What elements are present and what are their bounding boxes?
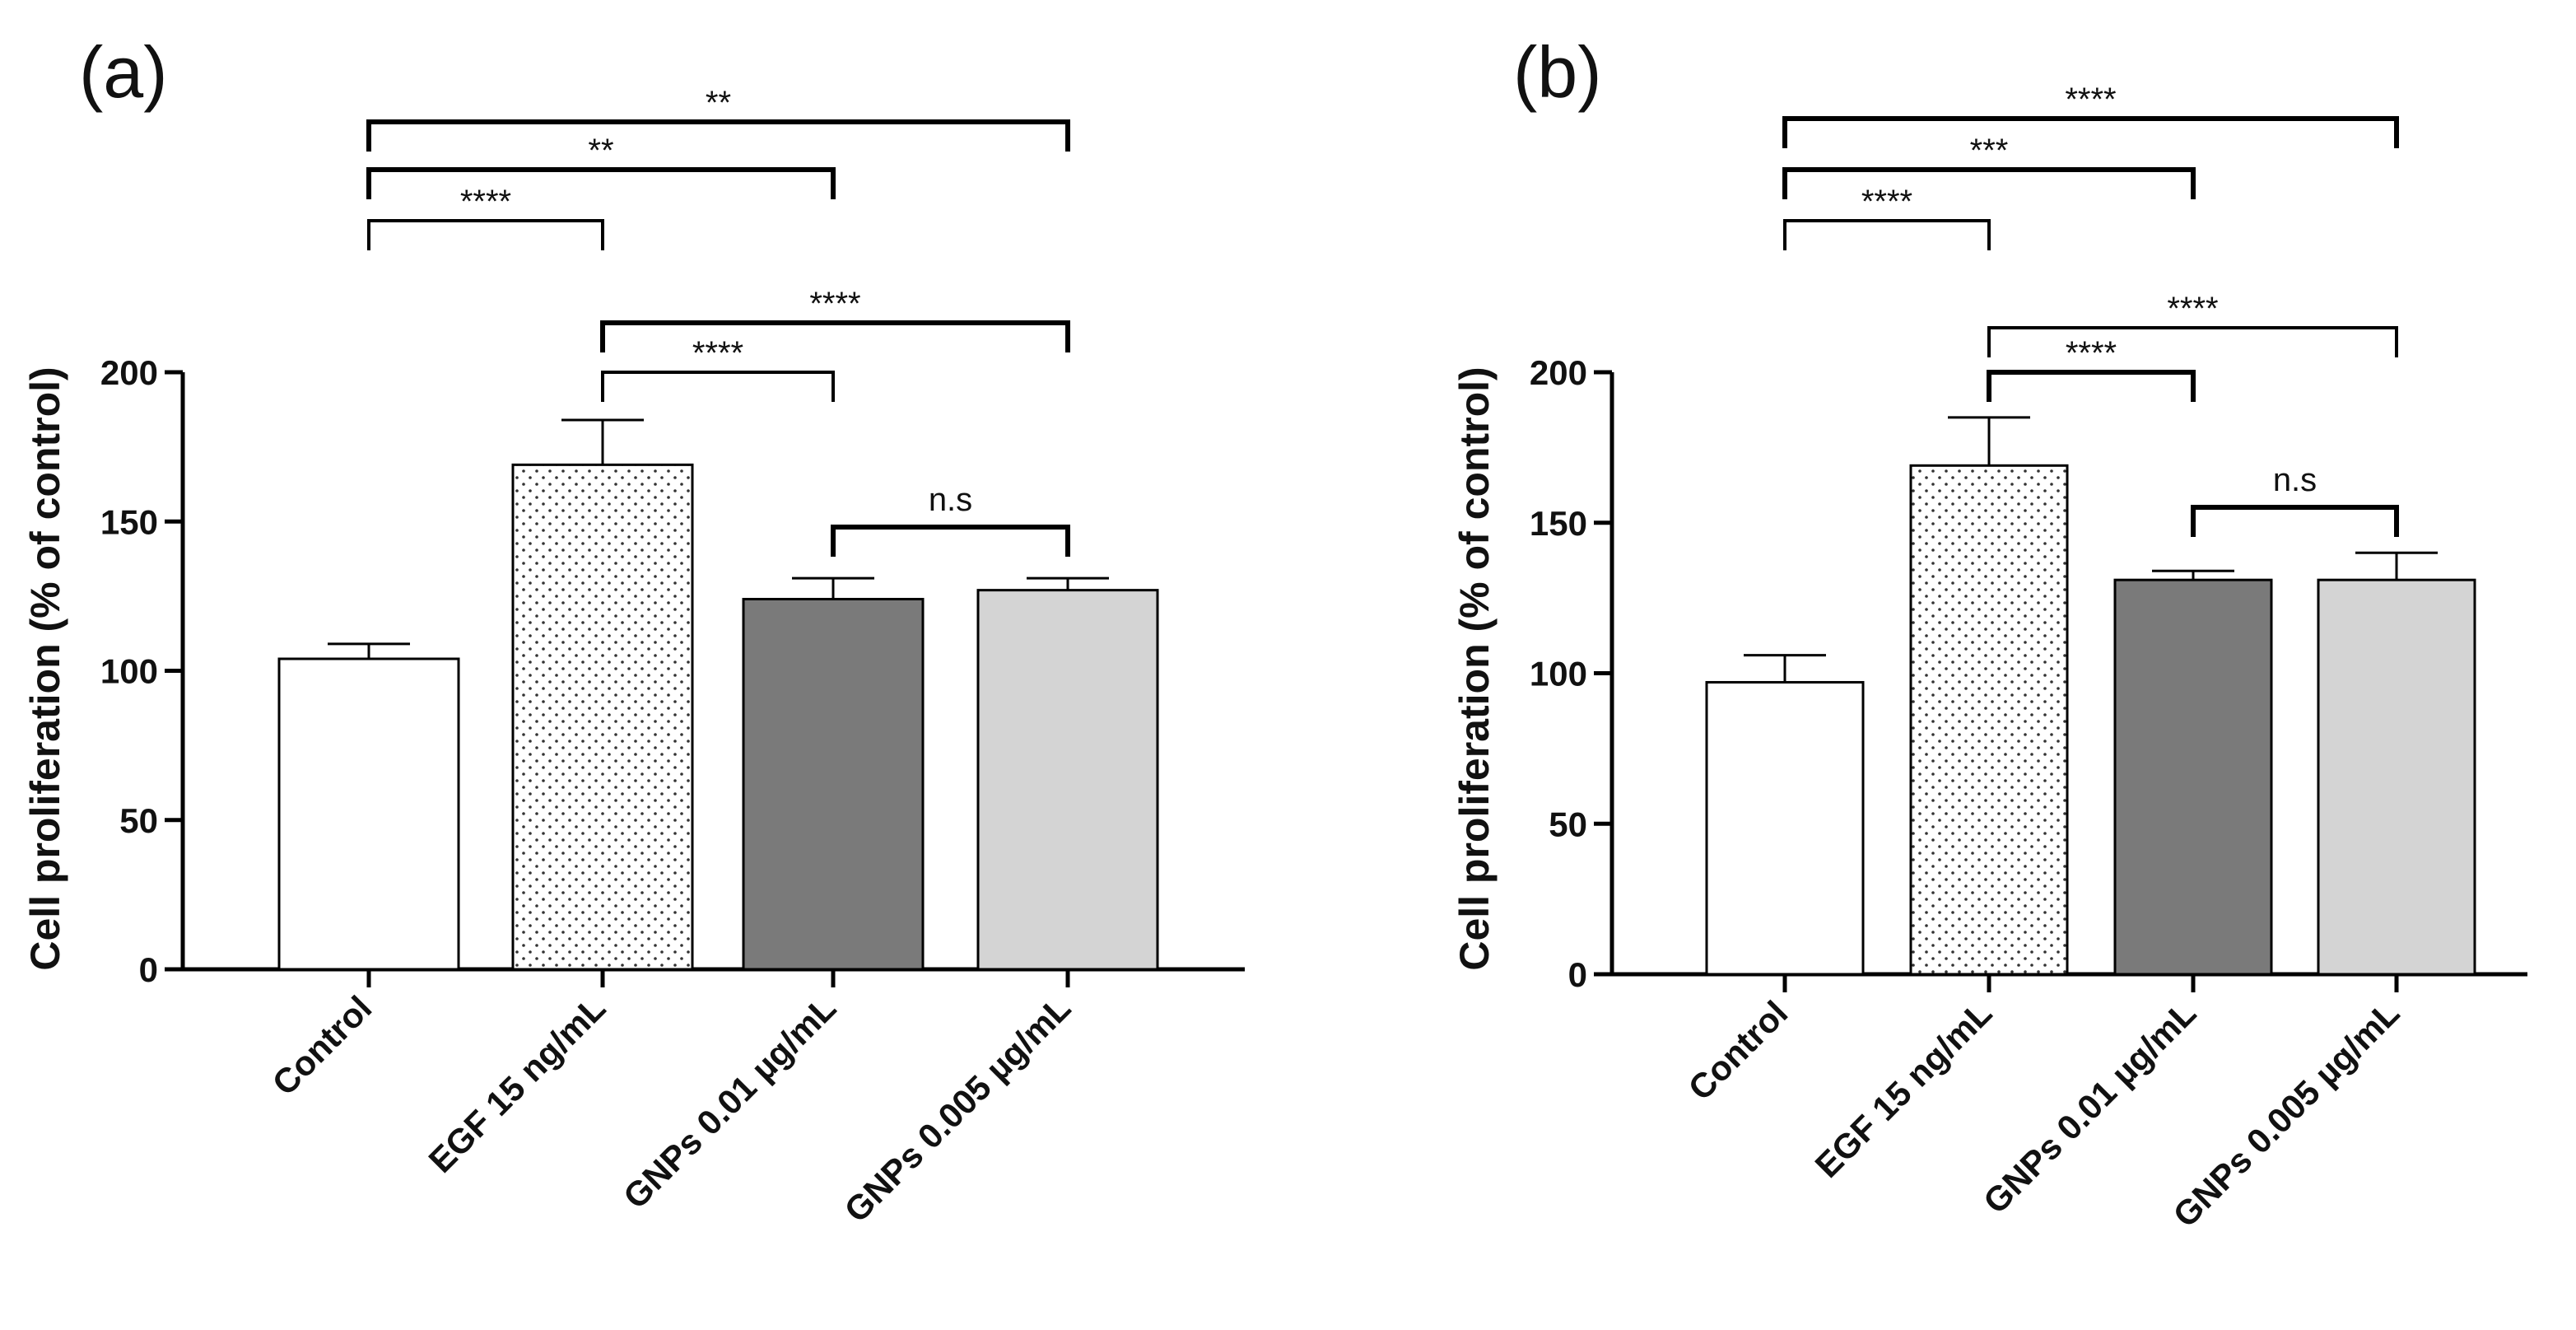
panel-a-y-tick-label: 100 — [100, 652, 158, 691]
panel-b-bar — [2317, 578, 2476, 976]
panel-b-category-label: EGF 15 ng/mL — [1807, 993, 1999, 1185]
panel-b-significance-bracket — [1987, 370, 2196, 402]
panel-a-significance-label: **** — [460, 184, 511, 220]
panel-b-y-tick-label: 200 — [1530, 353, 1587, 392]
panel-a-bar — [742, 598, 925, 971]
panel-b-significance-bracket — [1782, 167, 2196, 199]
panel-a-plot: 0 50 100 150 200 Control EGF 15 ng/mL GNPs 0.01… — [100, 85, 1245, 1230]
panel-a-y-tick-label: 0 — [139, 950, 158, 989]
panel-b-significance-bracket — [1782, 116, 2399, 148]
panel-a-significance-bracket — [366, 167, 836, 199]
panel-b-significance-bracket — [1783, 219, 1991, 250]
panel-a-significance-label: ** — [588, 133, 613, 169]
panel-a: (a) Cell proliferation (% of control) 0 5… — [22, 31, 1245, 1230]
panel-a-bar — [277, 657, 460, 971]
panel-b-significance-label: **** — [1861, 184, 1912, 220]
panel-b-significance-label: **** — [2065, 82, 2116, 118]
panel-a-bar — [511, 463, 694, 971]
panel-a-y-tick-label: 150 — [100, 502, 158, 541]
panel-a-significance-bracket — [366, 119, 1070, 152]
panel-a-y-axis-title: Cell proliferation (% of control) — [22, 366, 68, 970]
panel-a-label: (a) — [79, 31, 168, 113]
panel-a-category-label: EGF 15 ng/mL — [421, 988, 613, 1180]
panel-b-significance-label: n.s — [2273, 462, 2317, 498]
panel-b-bar — [1909, 464, 2069, 976]
panel-a-significance-bracket — [600, 320, 1070, 352]
panel-b-category-label: Control — [1681, 993, 1796, 1108]
panel-a-significance-bracket — [831, 525, 1070, 557]
panel-a-significance-bracket — [367, 219, 604, 250]
panel-b-category-label: GNPs 0.01 µg/mL — [1976, 993, 2203, 1220]
panel-b-significance-label: **** — [2167, 291, 2218, 327]
panel-b-y-tick-label: 50 — [1549, 805, 1587, 843]
panel-b-y-tick-label: 0 — [1568, 955, 1587, 994]
panel-a-significance-label: n.s — [929, 482, 972, 518]
panel-a-bar — [976, 589, 1159, 971]
panel-b: (b) Cell proliferation (% of control) 0 5… — [1451, 31, 2527, 1234]
panel-b-y-tick-label: 100 — [1530, 655, 1587, 693]
panel-b-category-label: GNPs 0.005 µg/mL — [2165, 993, 2406, 1234]
panel-a-significance-bracket — [601, 371, 835, 402]
panel-b-significance-label: **** — [2066, 335, 2117, 371]
panel-b-y-tick-label: 150 — [1530, 504, 1587, 543]
panel-a-y-tick-label: 200 — [100, 353, 158, 392]
panel-a-category-label: GNPs 0.005 µg/mL — [836, 988, 1078, 1230]
panel-a-significance-label: **** — [809, 286, 860, 322]
panel-b-significance-label: *** — [1970, 133, 2009, 169]
panel-a-y-tick-label: 50 — [119, 801, 158, 840]
panel-a-significance-label: **** — [692, 335, 743, 371]
panel-a-significance-label: ** — [706, 85, 731, 121]
panel-b-bar — [1705, 680, 1865, 976]
panel-b-y-axis-title: Cell proliferation (% of control) — [1451, 366, 1498, 970]
panel-b-significance-bracket — [1987, 326, 2398, 357]
panel-b-significance-bracket — [2191, 505, 2399, 537]
panel-a-category-label: GNPs 0.01 µg/mL — [616, 988, 843, 1216]
panel-b-bar — [2113, 578, 2273, 976]
panel-b-label: (b) — [1513, 31, 1602, 113]
panel-a-category-label: Control — [265, 988, 380, 1103]
